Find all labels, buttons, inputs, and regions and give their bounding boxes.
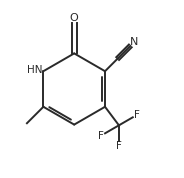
Text: F: F — [116, 141, 122, 151]
Text: HN: HN — [27, 65, 43, 75]
Text: F: F — [98, 130, 104, 141]
Text: N: N — [130, 37, 138, 47]
Text: O: O — [70, 13, 79, 23]
Text: F: F — [134, 110, 140, 120]
